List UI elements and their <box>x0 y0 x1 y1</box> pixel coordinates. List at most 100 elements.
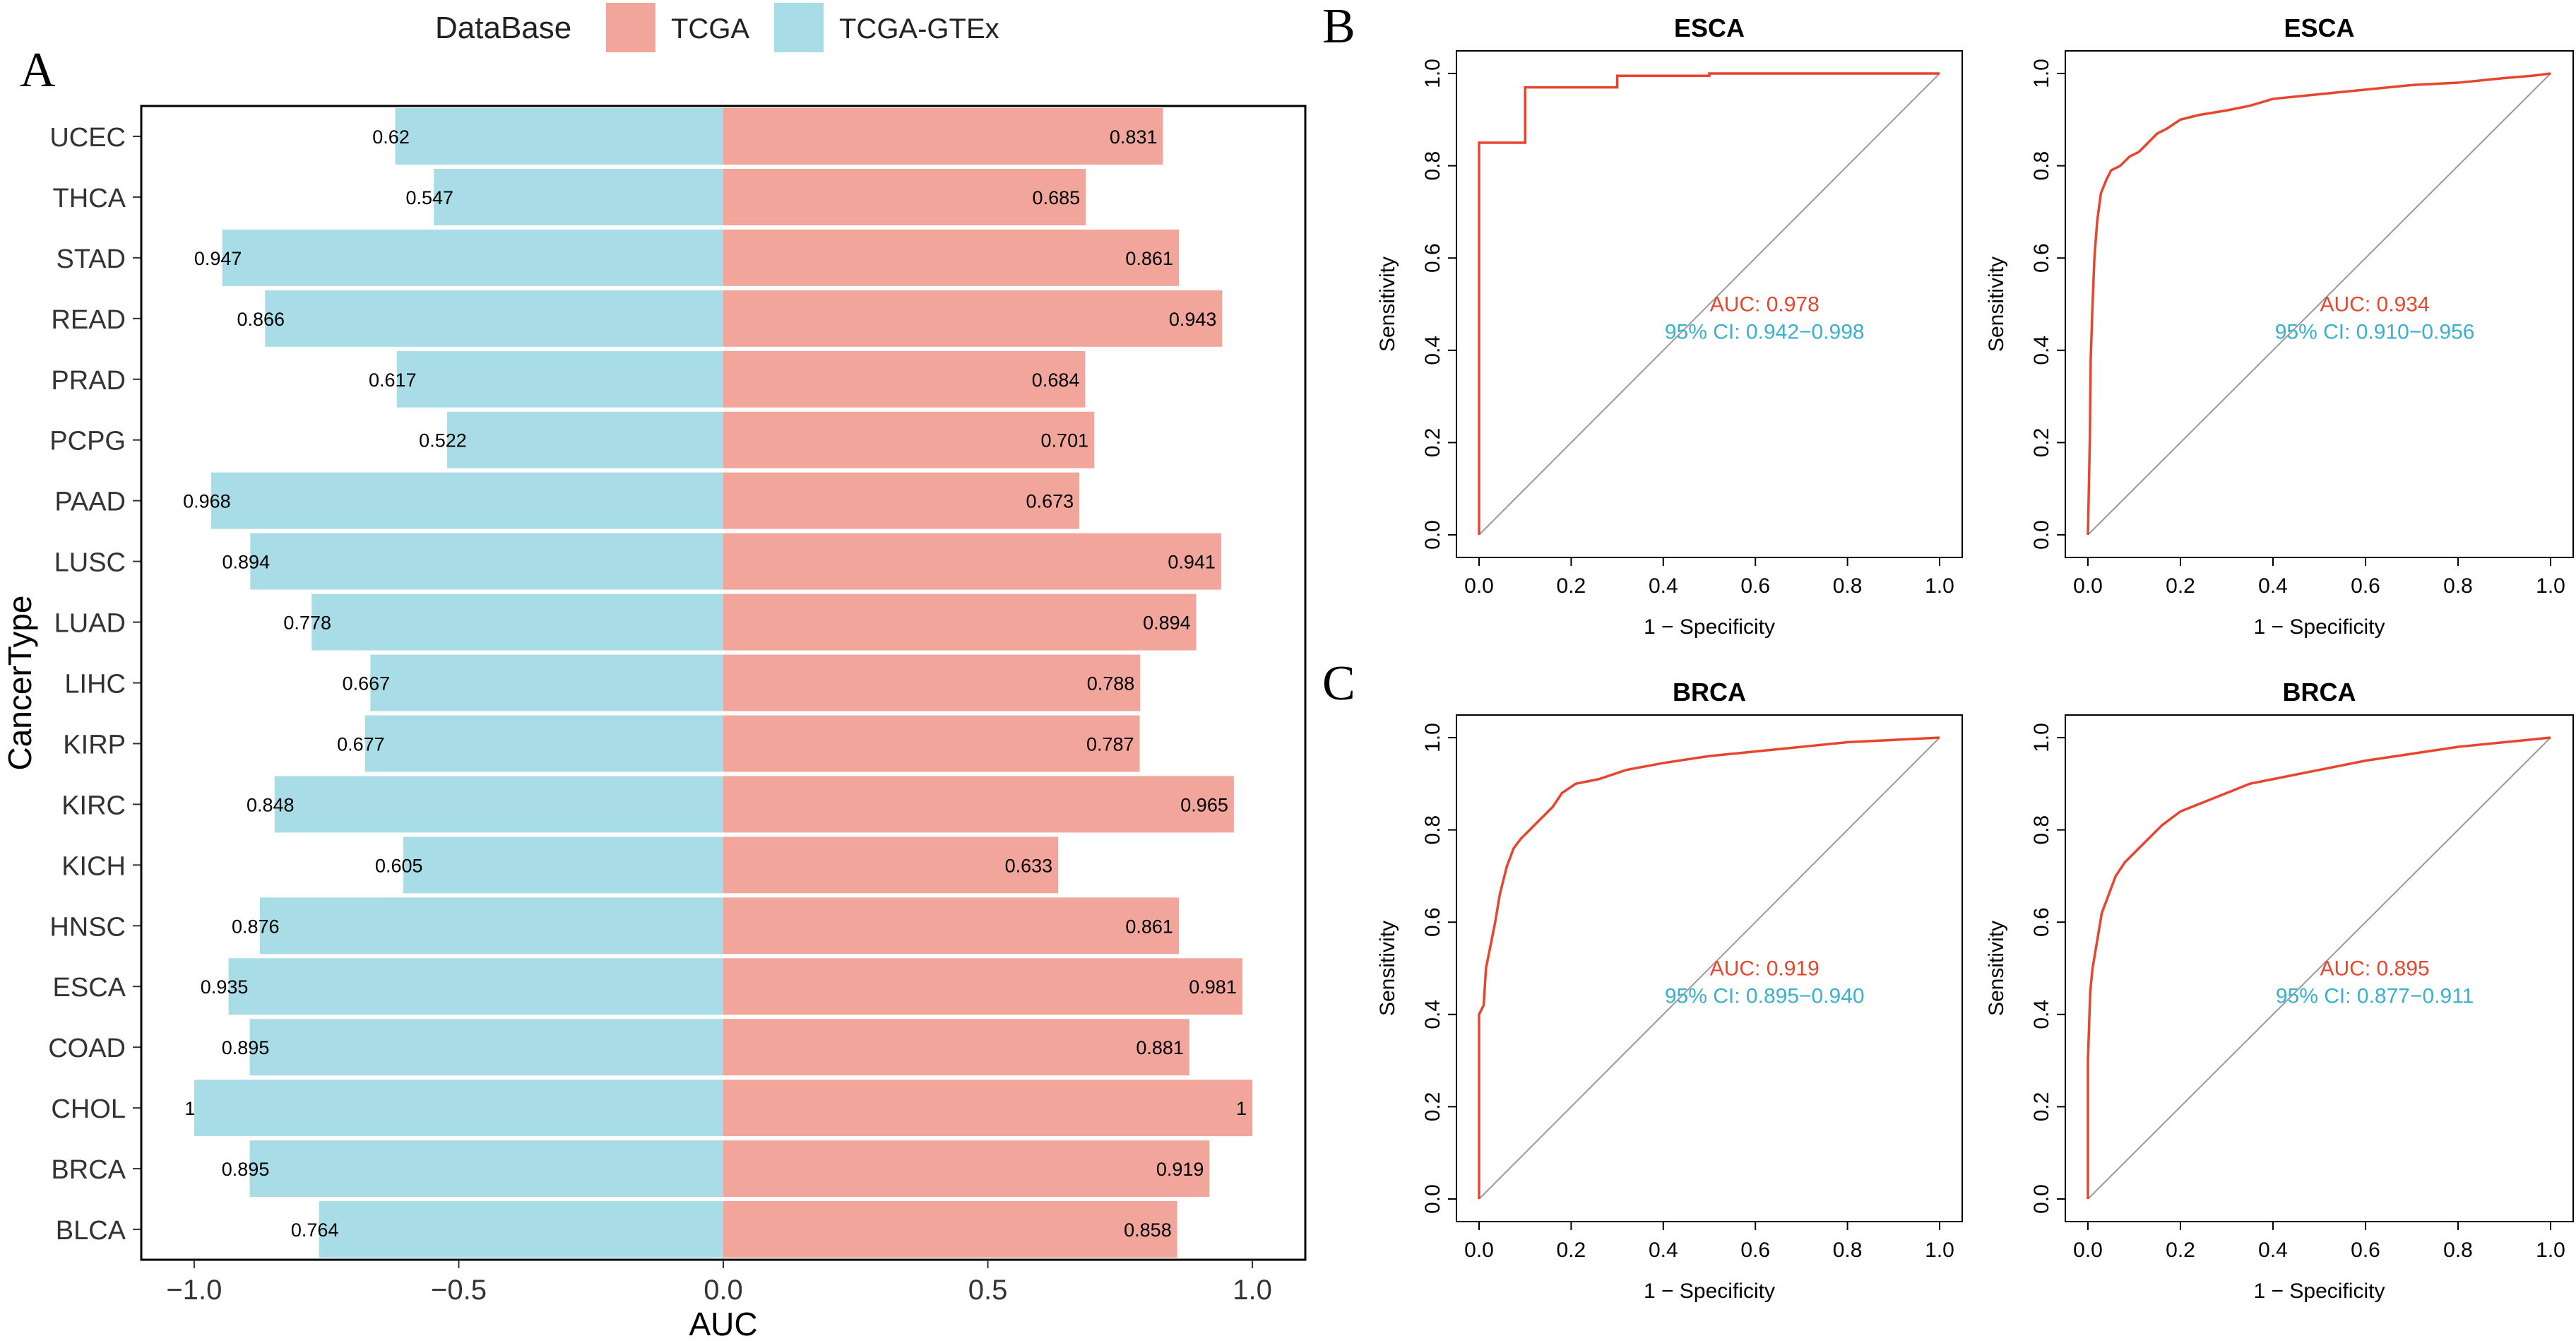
x-axis-title: 1 − Specificity <box>1644 615 1775 639</box>
diagonal-reference-line <box>2087 737 2551 1200</box>
bar-tcga <box>723 1201 1177 1258</box>
x-tick-label: 1.0 <box>1925 1239 1954 1262</box>
x-axis-title: AUC <box>689 1306 757 1341</box>
plot-border <box>2065 50 2574 558</box>
roc-title: ESCA <box>1674 13 1745 42</box>
ci-label: 95% CI: 0.910−0.956 <box>2275 320 2475 343</box>
bar-tcga-gtex <box>194 1080 724 1137</box>
x-tick-label: 0.0 <box>1464 574 1494 598</box>
diagonal-reference-line <box>1478 737 1940 1200</box>
data-label-tcga: 0.881 <box>1136 1037 1184 1058</box>
y-axis-title: Sensitivity <box>1985 256 2008 352</box>
data-label-tcga-gtex: 0.547 <box>405 187 453 208</box>
data-label-tcga: 0.831 <box>1110 126 1158 148</box>
data-label-tcga: 0.861 <box>1125 916 1173 937</box>
y-tick-label: 0.2 <box>2030 1092 2053 1122</box>
data-label-tcga-gtex: 0.947 <box>194 248 242 269</box>
x-axis-title: 1 − Specificity <box>2254 615 2385 639</box>
y-tick-label: READ <box>51 305 126 335</box>
y-tick-label: KIRP <box>63 730 126 760</box>
y-tick-label: STAD <box>56 244 126 274</box>
bar-tcga <box>723 533 1221 590</box>
x-tick-label: 0.5 <box>968 1275 1008 1306</box>
bar-tcga <box>723 1080 1253 1137</box>
bar-tcga-gtex <box>228 958 724 1015</box>
data-label-tcga-gtex: 0.895 <box>222 1159 270 1180</box>
data-label-tcga: 0.684 <box>1032 370 1080 391</box>
y-tick-label: 0.0 <box>2030 520 2053 550</box>
data-label-tcga: 0.919 <box>1156 1159 1204 1180</box>
x-axis-title: 1 − Specificity <box>1644 1280 1775 1303</box>
x-tick-label: 0.0 <box>2073 1239 2103 1262</box>
data-label-tcga-gtex: 0.522 <box>419 430 467 451</box>
roc-curve <box>2087 736 2551 1199</box>
legend-label-gtex: TCGA-GTEx <box>839 13 999 45</box>
panel-a-bar-chart: DataBase TCGA TCGA-GTEx 0.831 0.62 UCEC 0.685 0… <box>1 3 1307 1341</box>
data-label-tcga-gtex: 0.894 <box>222 552 271 573</box>
bar-tcga-gtex <box>434 168 723 225</box>
panel-letter-a: A <box>20 43 56 98</box>
data-label-tcga-gtex: 0.667 <box>343 673 391 695</box>
data-label-tcga: 0.673 <box>1026 491 1074 512</box>
x-tick-label: 0.4 <box>1649 574 1678 598</box>
y-tick-label: LIHC <box>64 670 126 699</box>
y-tick-label: 0.4 <box>2030 1000 2053 1029</box>
y-tick-label: PAAD <box>54 488 126 517</box>
data-label-tcga: 0.965 <box>1180 794 1228 815</box>
auc-label: AUC: 0.919 <box>1710 957 1820 980</box>
y-tick-label: BLCA <box>56 1216 126 1246</box>
data-label-tcga-gtex: 0.764 <box>291 1219 339 1241</box>
x-tick-label: 0.6 <box>2351 574 2380 598</box>
bar-tcga <box>723 776 1234 833</box>
bar-tcga <box>723 229 1179 286</box>
y-tick-label: 0.8 <box>2030 151 2053 181</box>
data-label-tcga: 0.787 <box>1086 733 1134 755</box>
data-label-tcga-gtex: 0.968 <box>183 491 231 512</box>
x-tick-label: 1.0 <box>1233 1275 1272 1306</box>
bar-tcga-gtex <box>265 290 724 347</box>
legend-swatch-tcga <box>606 3 655 52</box>
roc-curve <box>2087 72 2551 536</box>
bar-tcga-gtex <box>259 897 723 955</box>
x-tick-label: 0.6 <box>2351 1239 2380 1262</box>
bar-tcga <box>723 715 1140 772</box>
y-tick-label: LUSC <box>54 548 126 578</box>
bar-tcga-gtex <box>446 411 723 468</box>
y-tick-label: 1.0 <box>2030 59 2053 88</box>
bar-tcga-gtex <box>395 108 723 165</box>
y-tick-label: HNSC <box>49 912 126 942</box>
x-tick-label: 0.2 <box>2166 574 2195 598</box>
x-tick-label: 0.0 <box>704 1275 743 1306</box>
data-label-tcga-gtex: 0.778 <box>283 613 331 634</box>
y-tick-label: 0.6 <box>2030 243 2053 273</box>
data-label-tcga-gtex: 0.62 <box>372 126 410 148</box>
y-tick-label: 0.6 <box>2030 907 2053 937</box>
roc-curve <box>1478 72 1940 535</box>
bar-tcga <box>723 290 1223 347</box>
x-tick-label: 0.8 <box>1833 574 1863 598</box>
y-tick-label: 0.8 <box>2030 815 2053 845</box>
y-tick-label: COAD <box>48 1034 126 1063</box>
x-tick-label: 0.0 <box>1464 1239 1494 1262</box>
y-tick-label: 0.2 <box>2030 428 2053 458</box>
x-tick-label: 0.4 <box>2258 574 2288 598</box>
y-tick-label: ESCA <box>53 973 126 1003</box>
legend-swatch-gtex <box>774 3 824 52</box>
data-label-tcga-gtex: 0.605 <box>375 855 423 876</box>
bar-tcga <box>723 108 1163 165</box>
y-axis-title: Sensitivity <box>1376 256 1399 352</box>
x-tick-label: 0.8 <box>2443 574 2473 598</box>
legend-title: DataBase <box>435 11 571 45</box>
data-label-tcga: 0.788 <box>1087 673 1135 695</box>
bar-tcga <box>723 1019 1189 1076</box>
panel-c-roc-brca-left: BRCA 0.0 0.0 0.2 0.2 0.4 0.4 0.6 0.6 0.8 0.8 1.0 1.0… <box>1376 678 1963 1303</box>
y-tick-label: 0.0 <box>1421 520 1444 550</box>
bar-tcga <box>723 350 1086 408</box>
y-tick-label: KIRC <box>61 791 126 820</box>
bar-tcga <box>723 958 1242 1015</box>
plot-border <box>1456 50 1963 558</box>
roc-curve <box>1478 736 1940 1199</box>
bar-tcga-gtex <box>364 715 723 772</box>
bar-tcga-gtex <box>396 350 723 408</box>
